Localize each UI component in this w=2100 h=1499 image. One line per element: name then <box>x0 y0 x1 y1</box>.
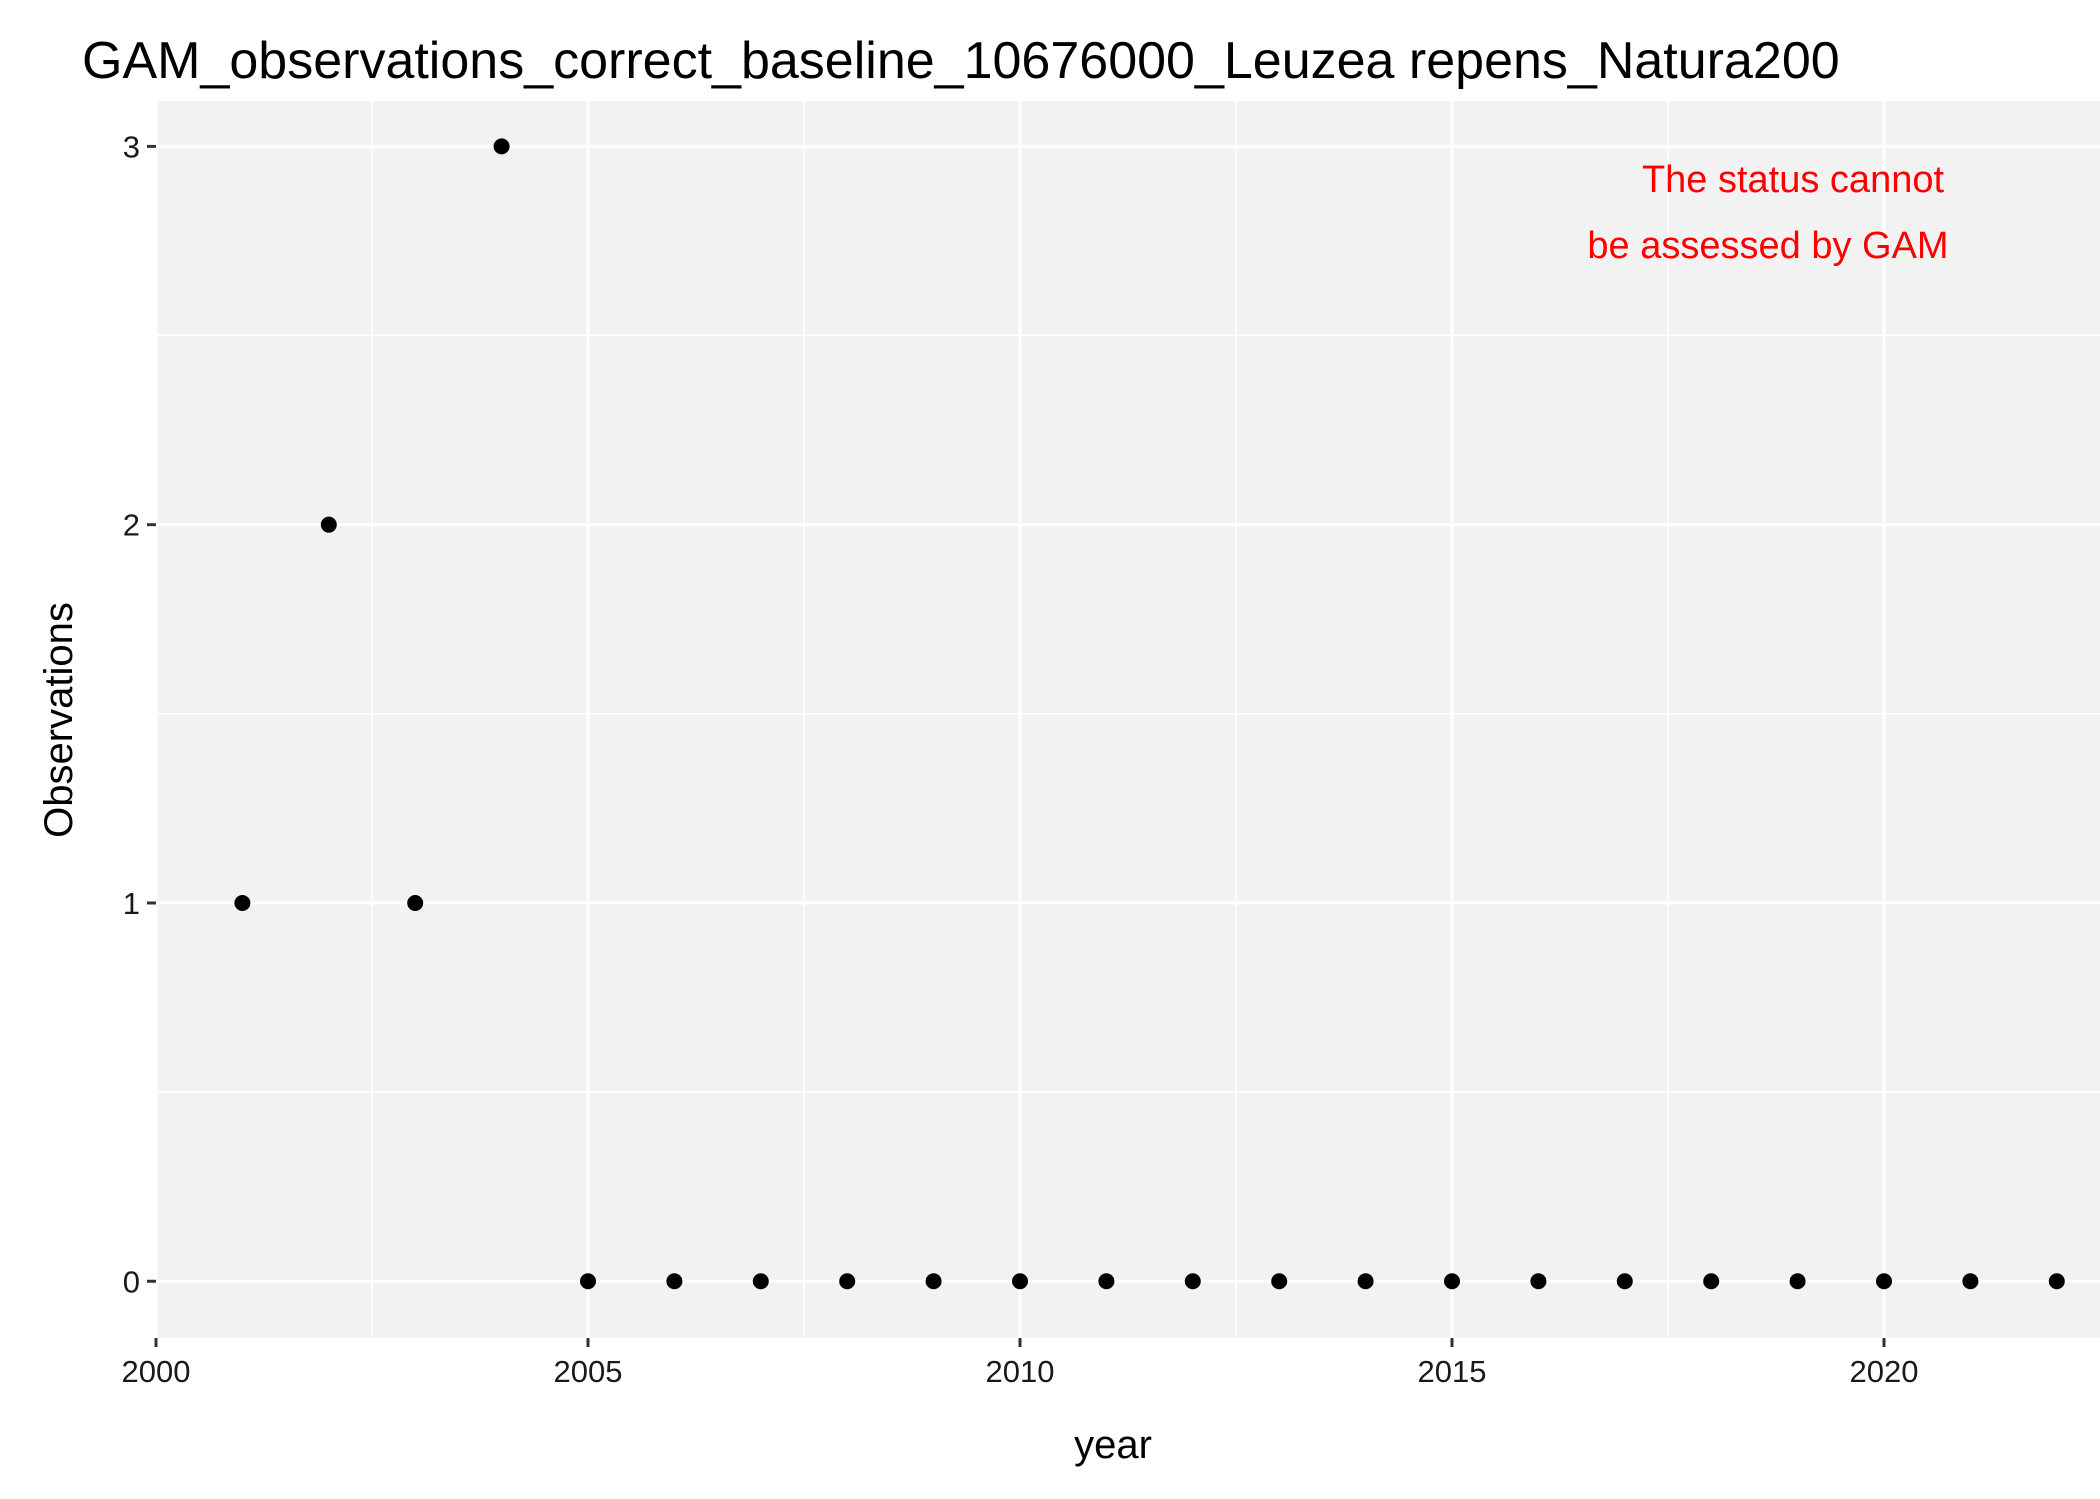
plot-panel <box>156 101 2100 1338</box>
x-axis-title: year <box>1074 1423 1152 1467</box>
data-point <box>2048 1273 2065 1290</box>
data-point <box>1962 1273 1979 1290</box>
data-point <box>666 1273 683 1290</box>
data-point <box>234 894 251 911</box>
annotation-line-2: be assessed by GAM <box>1587 225 1948 267</box>
y-tick-label: 1 <box>123 886 140 921</box>
data-point <box>1703 1273 1720 1290</box>
data-point <box>1616 1273 1633 1290</box>
data-point <box>407 894 424 911</box>
y-axis-title: Observations <box>37 602 81 838</box>
x-tick-label: 2005 <box>554 1354 623 1389</box>
data-point <box>1357 1273 1374 1290</box>
x-axis: 2000 2005 2010 2015 2020 <box>122 1338 1919 1389</box>
data-point <box>1444 1273 1460 1290</box>
data-point <box>1876 1273 1892 1290</box>
minor-gridlines <box>156 101 2100 1338</box>
x-tick-label: 2015 <box>1418 1354 1487 1389</box>
status-annotation: The status cannot be assessed by GAM <box>1587 159 1948 267</box>
x-tick-label: 2000 <box>122 1354 191 1389</box>
data-point <box>580 1273 596 1290</box>
data-point <box>1789 1273 1806 1290</box>
x-tick-label: 2010 <box>986 1354 1055 1389</box>
data-point <box>839 1273 856 1290</box>
data-point <box>1184 1273 1201 1290</box>
y-tick-label: 2 <box>123 508 140 543</box>
y-axis: 0 1 2 3 <box>123 129 156 1299</box>
data-point <box>1271 1273 1288 1290</box>
chart-title: GAM_observations_correct_baseline_106760… <box>82 32 1840 90</box>
x-tick-label: 2020 <box>1850 1354 1919 1389</box>
data-points <box>234 138 2065 1290</box>
data-point <box>752 1273 769 1290</box>
major-gridlines <box>154 101 2100 1338</box>
data-point <box>1012 1273 1028 1290</box>
data-point <box>1530 1273 1547 1290</box>
data-point <box>925 1273 942 1290</box>
data-point <box>320 516 337 533</box>
data-point <box>1098 1273 1115 1290</box>
data-point <box>493 138 510 155</box>
annotation-line-1: The status cannot <box>1642 159 1945 201</box>
y-tick-label: 3 <box>123 129 140 164</box>
y-tick-label: 0 <box>123 1264 140 1299</box>
